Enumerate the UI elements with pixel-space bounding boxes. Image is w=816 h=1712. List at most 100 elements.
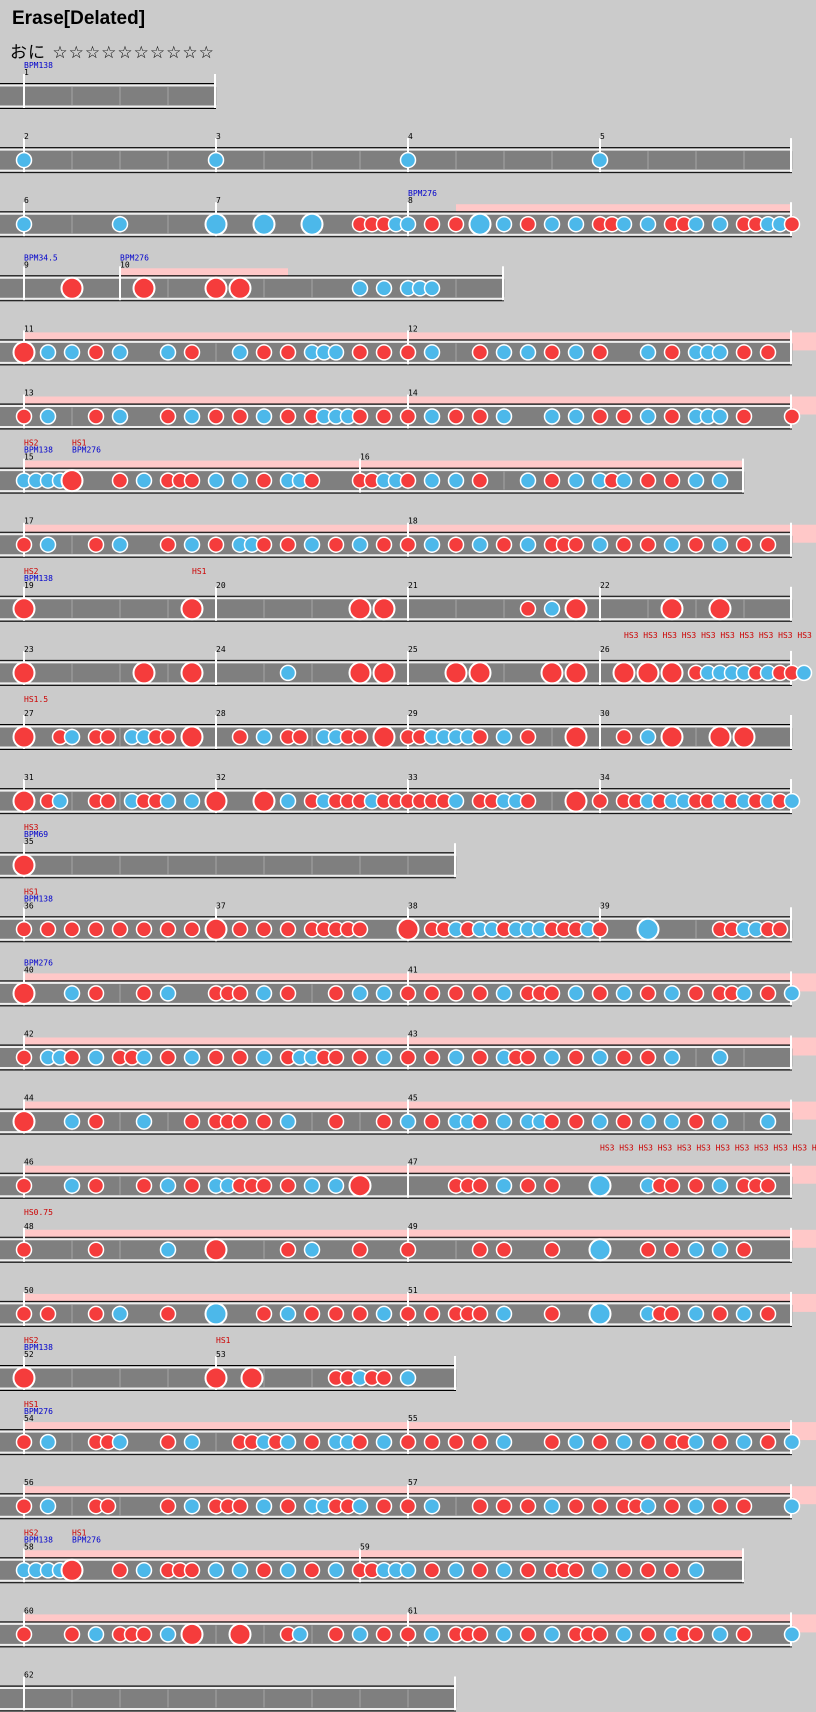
ka-note <box>759 1113 777 1130</box>
measure-label: 9 <box>24 260 29 269</box>
measure-label: 19 <box>24 581 34 590</box>
don-note-big <box>204 917 228 941</box>
ka-note <box>519 536 537 553</box>
ka-note <box>711 408 729 425</box>
measure-label: 30 <box>600 709 610 718</box>
don-note <box>543 985 561 1002</box>
ka-note <box>615 1433 633 1451</box>
ka-note <box>159 1177 177 1194</box>
ka-note <box>687 1305 705 1323</box>
don-note <box>471 985 489 1002</box>
don-note <box>495 536 513 553</box>
don-note <box>735 1497 753 1515</box>
measure-label: 1 <box>24 68 29 77</box>
don-note-big <box>708 725 732 749</box>
don-note <box>399 1626 417 1643</box>
ka-note <box>159 1241 177 1259</box>
ka-note-big <box>300 212 324 236</box>
don-note <box>471 1177 489 1194</box>
measure-label: 57 <box>408 1478 418 1487</box>
don-note <box>303 1562 321 1579</box>
measure-label: BPM34.5 <box>24 253 58 262</box>
measure-label: 32 <box>216 773 226 782</box>
measure-label: HS2 <box>24 1528 39 1537</box>
ka-note <box>639 1497 657 1515</box>
don-note <box>615 536 633 553</box>
difficulty-level: おに ☆☆☆☆☆☆☆☆☆☆ <box>10 38 215 63</box>
ka-note <box>255 985 273 1002</box>
measure-label: 28 <box>216 709 226 718</box>
don-note-big <box>204 1238 228 1262</box>
ka-note <box>351 536 369 553</box>
don-note-big <box>252 789 276 813</box>
don-note <box>639 1241 657 1259</box>
ka-note <box>567 408 585 425</box>
ka-note <box>687 215 705 233</box>
ka-note <box>231 1562 249 1579</box>
don-note <box>159 1049 177 1066</box>
ka-note <box>567 472 585 489</box>
ka-note <box>111 408 129 425</box>
ka-note <box>351 1497 369 1515</box>
don-note <box>63 1049 81 1066</box>
don-note <box>303 472 321 489</box>
ka-note <box>543 215 561 233</box>
don-note <box>87 1113 105 1130</box>
don-note <box>159 1433 177 1451</box>
measure-label: 27 <box>24 709 34 718</box>
ka-note <box>783 1497 801 1515</box>
don-note <box>327 1113 345 1130</box>
ka-note <box>375 280 393 297</box>
don-note-big <box>564 789 588 813</box>
measure-label: 3 <box>216 132 221 141</box>
ka-note <box>207 151 225 169</box>
chart-row-19: HS0.75 48 49 <box>0 1208 816 1263</box>
ka-note <box>39 1433 57 1451</box>
measure-label: 5 <box>600 132 605 141</box>
measure-label: 23 <box>24 645 34 654</box>
don-note <box>39 1305 57 1323</box>
ka-note <box>351 1626 369 1643</box>
ka-note <box>735 985 753 1002</box>
don-note <box>87 408 105 425</box>
ka-note <box>207 472 225 489</box>
ka-note <box>783 792 801 810</box>
don-note <box>255 1305 273 1323</box>
song-title: Erase[Delated] <box>12 8 146 29</box>
don-note-big <box>240 1366 264 1390</box>
ka-note <box>423 1497 441 1515</box>
chart-row-16: 42 43 <box>0 1030 816 1071</box>
don-note <box>639 1049 657 1066</box>
ka-note-big <box>204 1302 228 1326</box>
ka-note <box>39 408 57 425</box>
measure-label: 52 <box>24 1350 34 1359</box>
ka-note <box>615 472 633 489</box>
don-note <box>447 985 465 1002</box>
don-note <box>639 1433 657 1451</box>
don-note <box>687 1177 705 1194</box>
don-note <box>423 1562 441 1579</box>
measure-label: 58 <box>24 1542 34 1551</box>
measure-label: HS3 <box>24 823 39 832</box>
chart-row-8: 17 18 <box>0 517 816 558</box>
ka-note <box>255 728 273 746</box>
ka-note <box>279 664 297 682</box>
ka-note <box>615 1626 633 1643</box>
don-note <box>663 1562 681 1579</box>
don-note-big <box>12 981 36 1005</box>
don-note <box>15 408 33 425</box>
ka-note <box>231 344 249 361</box>
don-note <box>423 1433 441 1451</box>
don-note <box>519 728 537 746</box>
ka-note <box>567 215 585 233</box>
don-note <box>447 408 465 425</box>
don-note <box>519 1626 537 1643</box>
don-note <box>471 1497 489 1515</box>
measure-label: 60 <box>24 1606 34 1615</box>
measure-label: 25 <box>408 645 418 654</box>
measure-label: BPM138 <box>24 446 53 455</box>
don-note <box>111 472 129 489</box>
